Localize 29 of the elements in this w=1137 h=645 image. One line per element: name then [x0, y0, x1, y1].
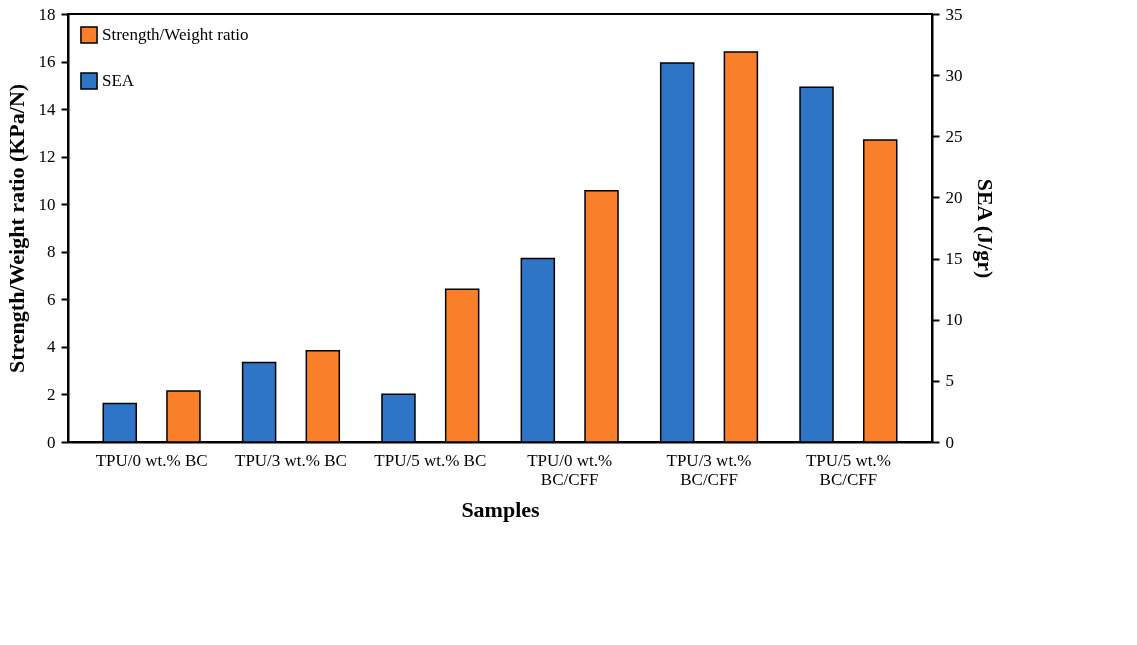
y-tick-label: 8 [47, 242, 56, 262]
y2-tick-label: 30 [945, 65, 963, 85]
y2-tick-label: 25 [945, 126, 963, 146]
y2-tick-label: 20 [945, 187, 963, 207]
y-tick-label: 2 [47, 384, 56, 404]
y2-tick-label: 35 [945, 4, 963, 24]
x-tick-label: TPU/5 wt.% BC [374, 450, 487, 470]
y-axis-title: Strength/Weight ratio (KPa/N) [3, 83, 29, 374]
y-tick-label: 10 [38, 194, 56, 214]
y-tick-label: 16 [38, 52, 56, 72]
legend-label: SEA [102, 71, 135, 90]
y2-tick-label: 15 [945, 249, 963, 269]
y-tick-label: 12 [38, 147, 56, 167]
x-tick-label: TPU/0 wt.% BC/CFF [527, 450, 613, 489]
y2-axis-title: SEA (J/gr) [972, 178, 998, 279]
y2-tick-label: 5 [945, 371, 954, 391]
x-tick-label: TPU/3 wt.% BC [235, 450, 347, 470]
x-tick-label: TPU/5 wt.% BC/CFF [805, 450, 891, 489]
y-tick-label: 18 [38, 4, 56, 24]
x-axis-title: Samples [461, 496, 541, 522]
legend-label: Strength/Weight ratio [102, 25, 249, 44]
x-tick-label: TPU/3 wt.% BC/CFF [666, 450, 752, 489]
x-tick-label: TPU/0 wt.% BC [95, 450, 208, 470]
y-tick-label: 6 [47, 289, 56, 309]
y2-tick-label: 0 [945, 432, 954, 452]
y2-tick-label: 10 [945, 310, 963, 330]
y-tick-label: 4 [47, 337, 56, 357]
y-tick-label: 0 [47, 432, 56, 452]
y-tick-label: 14 [38, 99, 56, 119]
